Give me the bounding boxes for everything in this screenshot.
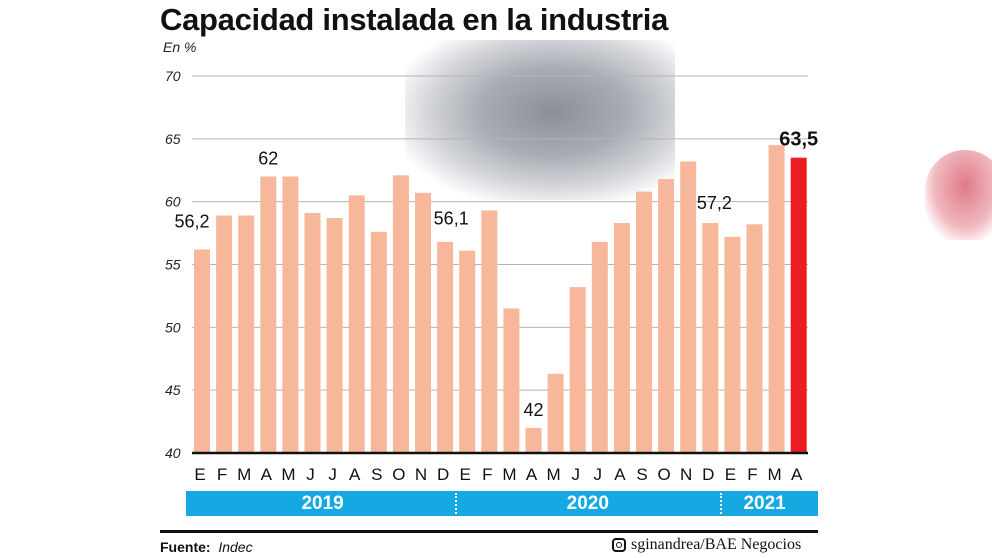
x-tick-label: E [194,465,205,484]
year-label: 2021 [743,493,786,514]
bar [525,427,542,453]
unit-label: En % [163,39,197,55]
x-tick-label: S [636,465,647,484]
x-tick-label: A [349,465,361,484]
bar [238,215,255,453]
x-tick-label: E [460,465,471,484]
y-tick-label: 45 [165,382,181,398]
year-label: 2020 [566,493,609,514]
x-tick-label: J [594,465,603,484]
bar [348,195,365,453]
source-value: Indec [218,539,253,555]
bar [636,191,652,453]
x-tick-label: F [747,465,757,484]
x-tick-label: F [482,465,492,484]
x-tick-label: E [725,465,736,484]
bar [216,215,233,453]
x-tick-label: D [702,465,714,484]
x-tick-label: F [217,465,227,484]
source-label: Fuente: [160,539,211,555]
bar [503,308,520,453]
x-tick-label: O [392,465,405,484]
bar [304,212,321,453]
bar [680,161,697,453]
x-tick-label: A [791,465,803,484]
source: Fuente: Indec [160,539,253,555]
x-tick-label: J [306,465,315,484]
bar [437,241,454,453]
year-divider [455,493,458,514]
bar [702,223,719,453]
x-tick-label: N [415,465,427,484]
bar [415,192,431,453]
y-tick-label: 70 [165,68,181,84]
x-tick-label: J [328,465,337,484]
year-label: 2019 [301,493,344,514]
data-label: 57,2 [697,193,732,213]
data-label: 56,2 [174,211,209,231]
bar [326,218,343,453]
year-divider [720,493,723,514]
x-tick-label: M [281,465,295,484]
bar [658,179,675,453]
x-tick-label: M [502,465,516,484]
bar [768,145,785,453]
x-tick-label: N [680,465,692,484]
x-tick-label: A [614,465,626,484]
factory-workers-photo [405,40,992,240]
bar [746,224,763,453]
data-label: 56,1 [434,209,469,229]
bar [459,250,476,453]
x-tick-label: M [547,465,561,484]
y-tick-label: 40 [165,445,181,461]
x-tick-label: M [237,465,251,484]
y-tick-label: 55 [165,257,181,273]
bar [724,236,741,453]
y-tick-label: 65 [165,131,181,147]
bar [547,373,564,453]
x-tick-label: J [571,465,580,484]
bar [569,287,586,453]
data-label: 63,5 [779,129,818,151]
x-tick-label: O [657,465,670,484]
y-tick-label: 50 [165,319,181,335]
worker-figure [925,150,992,240]
data-label: 62 [258,149,278,169]
data-label: 42 [523,400,543,420]
bar [591,241,608,453]
bar [370,231,387,453]
instagram-icon [612,538,626,552]
year-band: 2019 2020 2021 [186,491,818,516]
x-tick-label: S [371,465,382,484]
x-tick-label: M [768,465,782,484]
credit-text: sginandrea/BAE Negocios [631,536,802,553]
credit: sginandrea/BAE Negocios [612,536,801,554]
x-tick-label: A [526,465,538,484]
bar [282,176,299,454]
y-tick-label: 60 [165,194,181,210]
x-tick-label: D [437,465,449,484]
bar [260,176,277,454]
x-tick-label: A [261,465,273,484]
bar [392,175,409,453]
bar [613,223,630,453]
bar [790,157,807,453]
bar [194,249,210,453]
chart-title: Capacidad instalada en la industria [160,2,669,37]
footer-divider [160,530,818,533]
bar [481,210,498,453]
